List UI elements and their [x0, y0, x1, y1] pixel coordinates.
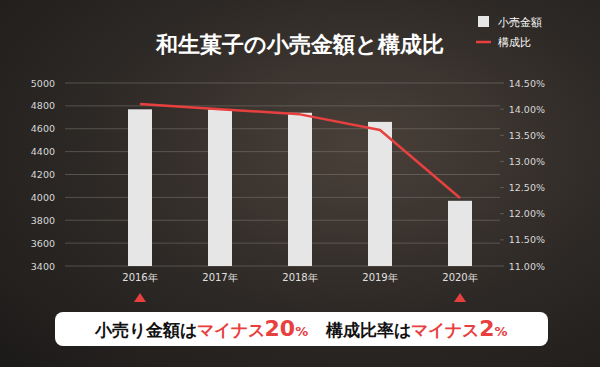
legend-swatch	[478, 16, 489, 27]
y2-tick-label: 14.50%	[509, 78, 545, 89]
annotation-part: 小売り金額は	[94, 320, 197, 340]
annotation-part: %	[494, 324, 507, 339]
y2-tick	[500, 187, 504, 188]
legend-label: 小売金額	[498, 16, 542, 29]
y-tick-label: 4000	[31, 192, 55, 203]
y2-tick	[500, 266, 504, 267]
legend-swatch	[476, 41, 491, 44]
legend-label: 構成比	[498, 36, 531, 49]
annotation-part: 構成比率は	[325, 320, 411, 340]
annotation-part: %	[295, 324, 308, 339]
y2-tick	[500, 213, 504, 214]
y-tick-label: 3800	[31, 215, 55, 226]
y2-tick	[500, 239, 504, 240]
x-tick-label: 2018年	[282, 272, 317, 283]
marker-triangle	[454, 293, 466, 302]
marks	[128, 104, 472, 266]
y-tick-label: 4800	[31, 100, 55, 111]
y-tick-label: 4200	[31, 169, 55, 180]
y-tick-label: 3400	[31, 261, 55, 272]
marker-triangle	[134, 293, 146, 302]
bar	[368, 122, 392, 266]
y-tick-label: 5000	[31, 78, 55, 89]
annotation-part: 2	[479, 316, 494, 341]
chart-background: 和生菓子の小売金額と構成比 3400 3600 3800 4000 4200 4400 460…	[0, 0, 600, 367]
y2-tick	[500, 83, 504, 84]
y2-tick	[500, 161, 504, 162]
annotation: 小売り金額はマイナス20%構成比率はマイナス2%	[94, 316, 508, 341]
y2-tick-label: 11.00%	[509, 261, 545, 272]
legend: 小売金額構成比	[476, 16, 542, 49]
x-tick-label: 2020年	[442, 272, 477, 283]
bar	[208, 109, 232, 266]
y2-tick-label: 14.00%	[509, 104, 545, 115]
annotation-box	[55, 312, 548, 346]
line	[140, 104, 460, 198]
x-tick-label: 2019年	[362, 272, 397, 283]
bar	[448, 201, 472, 266]
chart-title: 和生菓子の小売金額と構成比	[155, 32, 444, 57]
grid-line	[65, 83, 500, 84]
y2-tick-label: 12.00%	[509, 208, 545, 219]
y2-tick-label: 13.00%	[509, 156, 545, 167]
y2-tick	[500, 109, 504, 110]
grid-line	[65, 105, 500, 106]
y-tick-label: 4600	[31, 123, 55, 134]
annotation-part: マイナス	[197, 320, 265, 340]
x-tick-label: 2016年	[122, 272, 157, 283]
grid	[65, 83, 500, 266]
bar	[288, 113, 312, 266]
y-tick-label: 3600	[31, 238, 55, 249]
y2-tick-label: 12.50%	[509, 182, 545, 193]
annotation-part: 20	[265, 316, 296, 341]
x-tick-label: 2017年	[202, 272, 237, 283]
bar	[128, 109, 152, 266]
y-tick-label: 4400	[31, 146, 55, 157]
chart-svg: 和生菓子の小売金額と構成比 3400 3600 3800 4000 4200 4400 460…	[0, 0, 600, 367]
annotation-part: マイナス	[411, 320, 479, 340]
y2-tick	[500, 135, 504, 136]
y2-tick-label: 13.50%	[509, 130, 545, 141]
y2-tick-label: 11.50%	[509, 234, 545, 245]
